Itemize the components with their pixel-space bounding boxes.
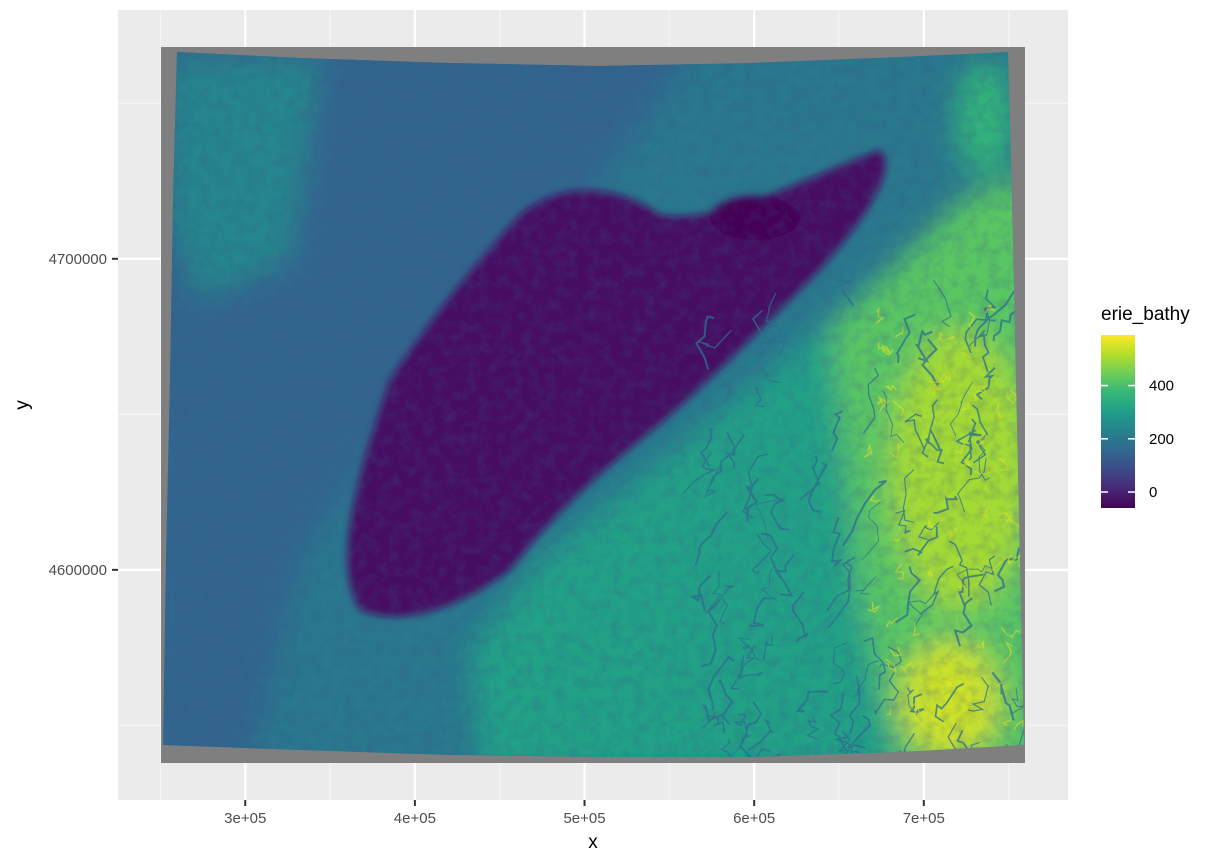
legend-break-label: 400 [1149, 378, 1174, 395]
x-tick-label: 4e+05 [394, 810, 436, 827]
x-axis-title: x [588, 832, 598, 853]
legend-breaks: 0 200 400 [1101, 378, 1174, 501]
legend: erie_bathy 0 200 400 [1101, 304, 1190, 508]
x-tick-label: 6e+05 [733, 810, 775, 827]
legend-break-label: 0 [1149, 484, 1157, 501]
legend-break-label: 200 [1149, 431, 1174, 448]
legend-colorbar [1101, 335, 1135, 508]
y-tick-label: 4700000 [49, 251, 107, 268]
terrain-texture [163, 52, 1024, 757]
y-axis-title: y [12, 400, 33, 410]
elevation-raster [163, 52, 1024, 757]
y-axis: 4600000 4700000 [49, 251, 118, 579]
y-tick-label: 4600000 [49, 562, 107, 579]
x-tick-label: 7e+05 [903, 810, 945, 827]
x-tick-label: 5e+05 [563, 810, 605, 827]
legend-title: erie_bathy [1101, 304, 1190, 325]
x-axis: 3e+05 4e+05 5e+05 6e+05 7e+05 [224, 800, 945, 827]
x-tick-label: 3e+05 [224, 810, 266, 827]
